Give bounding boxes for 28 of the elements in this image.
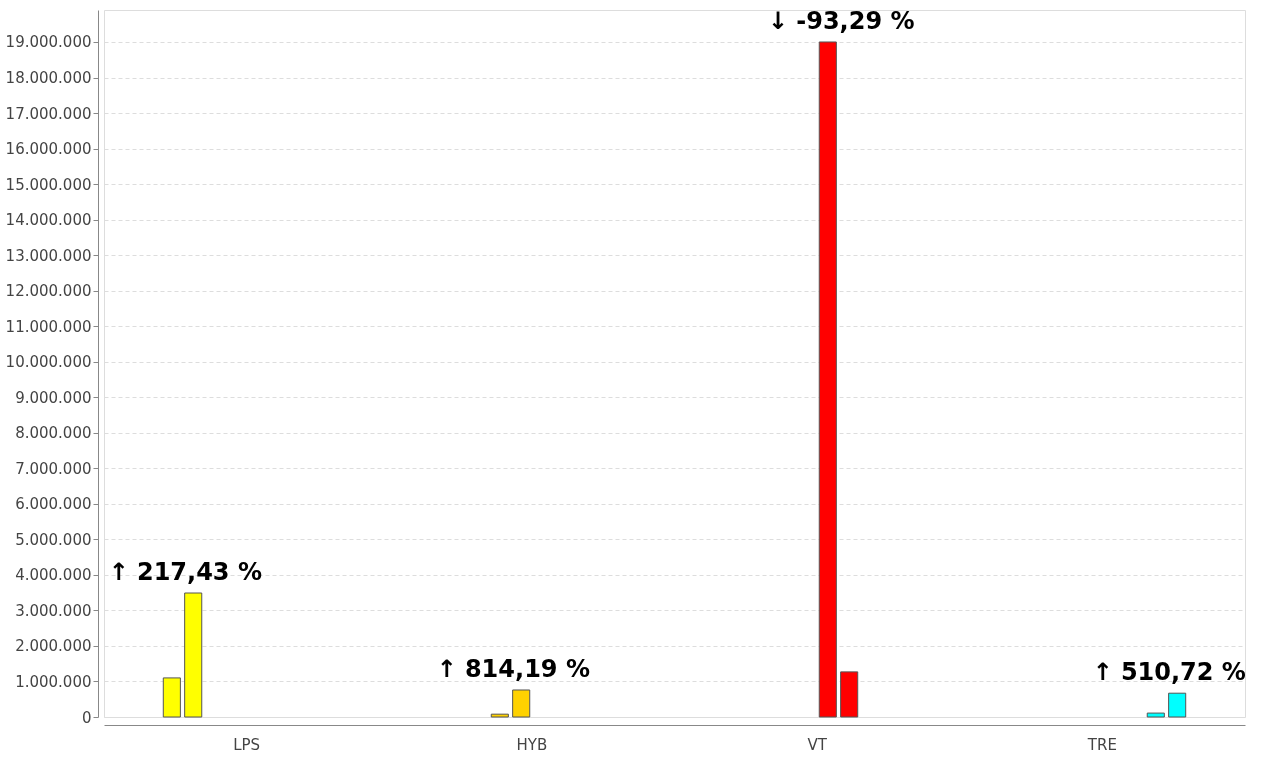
y-tick-label: 7.000.000 [15,459,92,478]
annotation: ↓ -93,29 % [767,6,915,35]
y-tick-label: 16.000.000 [5,140,92,159]
y-tick-label: 9.000.000 [15,388,92,407]
annotation: ↑ 217,43 % [108,558,262,587]
y-tick-label: 13.000.000 [5,246,92,265]
y-tick-label: 1.000.000 [15,672,92,691]
y-tick-label: 5.000.000 [15,530,92,549]
y-tick-label: 18.000.000 [5,69,92,87]
y-tick-label: 12.000.000 [5,282,92,301]
y-tick-label: 6.000.000 [15,495,92,514]
x-tick-label: HYB [516,735,548,754]
annotation: ↑ 510,72 % [1092,658,1246,687]
x-tick-label: LPS [233,735,261,754]
y-tick-label: 8.000.000 [15,424,92,443]
y-tick-label: 15.000.000 [5,175,92,194]
x-tick-label: TRE [1086,735,1117,754]
y-tick-label: 3.000.000 [15,601,92,620]
y-tick-label: 14.000.000 [5,211,92,230]
y-tick-label: 19.000.000 [5,33,92,52]
y-tick-label: 17.000.000 [5,104,92,123]
y-tick-label: 11.000.000 [5,317,92,336]
annotation: ↑ 814,19 % [436,655,590,683]
y-tick-label: 4.000.000 [15,566,92,585]
y-tick-label: 0 [81,708,92,727]
x-tick-label: VT [807,735,828,754]
y-tick-label: 2.000.000 [15,637,92,656]
y-tick-label: 10.000.000 [5,353,92,372]
